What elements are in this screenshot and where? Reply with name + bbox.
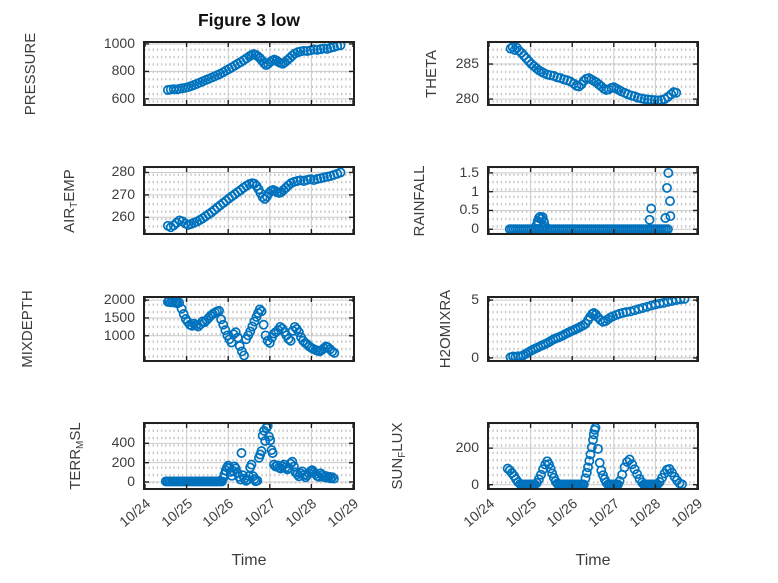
- y-tick-label-rainfall: 0.5: [459, 201, 479, 218]
- x-tick-label: 10/28: [626, 495, 664, 530]
- y-tick-label-mixdepth: 2000: [103, 291, 135, 308]
- ylabel-sun-flux: SUNFLUX: [388, 381, 408, 531]
- y-tick-label-terr-msl: 0: [127, 473, 135, 489]
- ylabel-terr-msl: TERRMSL: [66, 381, 86, 531]
- ylabel-air-temp: AIRTEMP: [60, 126, 80, 276]
- plot-area-theta: [489, 43, 697, 104]
- y-tick-label-pressure: 1000: [103, 34, 135, 51]
- ylabel-text: SL: [67, 422, 84, 441]
- plot-canvas-terr-msl: [143, 422, 355, 490]
- plot-canvas-theta: [487, 41, 699, 106]
- x-tick-label: 10/25: [157, 495, 195, 530]
- y-tick-label-pressure: 600: [111, 89, 135, 106]
- plot-canvas-mixdepth: [143, 296, 355, 362]
- ylabel-h2omixra: H2OMIXRA: [436, 254, 456, 404]
- ylabel-text: THETA: [423, 49, 440, 98]
- plot-canvas-rainfall: [487, 166, 699, 235]
- ylabel-text: AIR: [61, 207, 78, 233]
- plot-area-air-temp: [145, 168, 353, 233]
- ylabel-pressure: PRESSURE: [21, 0, 41, 149]
- ylabel-rainfall: RAINFALL: [410, 126, 430, 276]
- x-tick-label: 10/25: [501, 495, 539, 530]
- plot-canvas-sun-flux: [487, 422, 699, 490]
- y-tick-label-air-temp: 280: [111, 163, 135, 180]
- ylabel-text: TERR: [67, 448, 84, 490]
- plot-area-rainfall: [489, 168, 697, 233]
- x-tick-label: 10/24: [460, 495, 498, 530]
- y-tick-label-air-temp: 270: [111, 185, 135, 202]
- plot-canvas-air-temp: [143, 166, 355, 235]
- x-tick-label: 10/29: [324, 495, 362, 530]
- y-tick-label-terr-msl: 400: [111, 434, 135, 451]
- y-tick-label-mixdepth: 1500: [103, 308, 135, 325]
- y-tick-label-rainfall: 0: [471, 220, 479, 237]
- x-tick-label: 10/27: [240, 495, 279, 530]
- y-tick-label-terr-msl: 200: [111, 453, 135, 470]
- ylabel-subscript: M: [75, 440, 86, 449]
- x-tick-label: 10/27: [584, 495, 623, 530]
- y-tick-label-h2omixra: 0: [471, 348, 479, 365]
- y-tick-label-sun-flux: 200: [455, 439, 479, 456]
- x-tick-label: 10/28: [282, 495, 320, 530]
- ylabel-mixdepth: MIXDEPTH: [18, 254, 38, 404]
- y-tick-label-theta: 285: [455, 55, 479, 72]
- y-tick-label-rainfall: 1.5: [459, 163, 479, 180]
- chart-title: Figure 3 low: [197, 10, 301, 30]
- x-tick-label: 10/24: [116, 495, 154, 530]
- x-axis-label-time: Time: [575, 552, 611, 569]
- x-tick-label: 10/26: [199, 495, 237, 530]
- ylabel-text: RAINFALL: [411, 165, 428, 236]
- ylabel-text: MIXDEPTH: [19, 290, 36, 368]
- x-axis-label-time: Time: [231, 552, 267, 569]
- ylabel-text: EMP: [61, 168, 78, 202]
- ylabel-text: LUX: [389, 422, 406, 452]
- y-tick-label-mixdepth: 1000: [103, 326, 135, 343]
- plot-canvas-h2omixra: [487, 296, 699, 362]
- y-tick-label-theta: 280: [455, 90, 479, 107]
- y-tick-label-h2omixra: 5: [471, 291, 479, 308]
- y-tick-label-rainfall: 1: [471, 182, 479, 199]
- y-tick-label-air-temp: 260: [111, 208, 135, 225]
- x-tick-label: 10/29: [668, 495, 706, 530]
- ylabel-subscript: T: [69, 201, 80, 208]
- ylabel-text: PRESSURE: [22, 32, 39, 115]
- y-tick-label-sun-flux: 0: [471, 475, 479, 492]
- ylabel-subscript: F: [397, 451, 408, 458]
- plot-canvas-pressure: [143, 41, 355, 106]
- ylabel-text: H2OMIXRA: [437, 289, 454, 369]
- ylabel-text: SUN: [389, 457, 406, 490]
- x-tick-label: 10/26: [543, 495, 581, 530]
- y-tick-label-pressure: 800: [111, 62, 135, 79]
